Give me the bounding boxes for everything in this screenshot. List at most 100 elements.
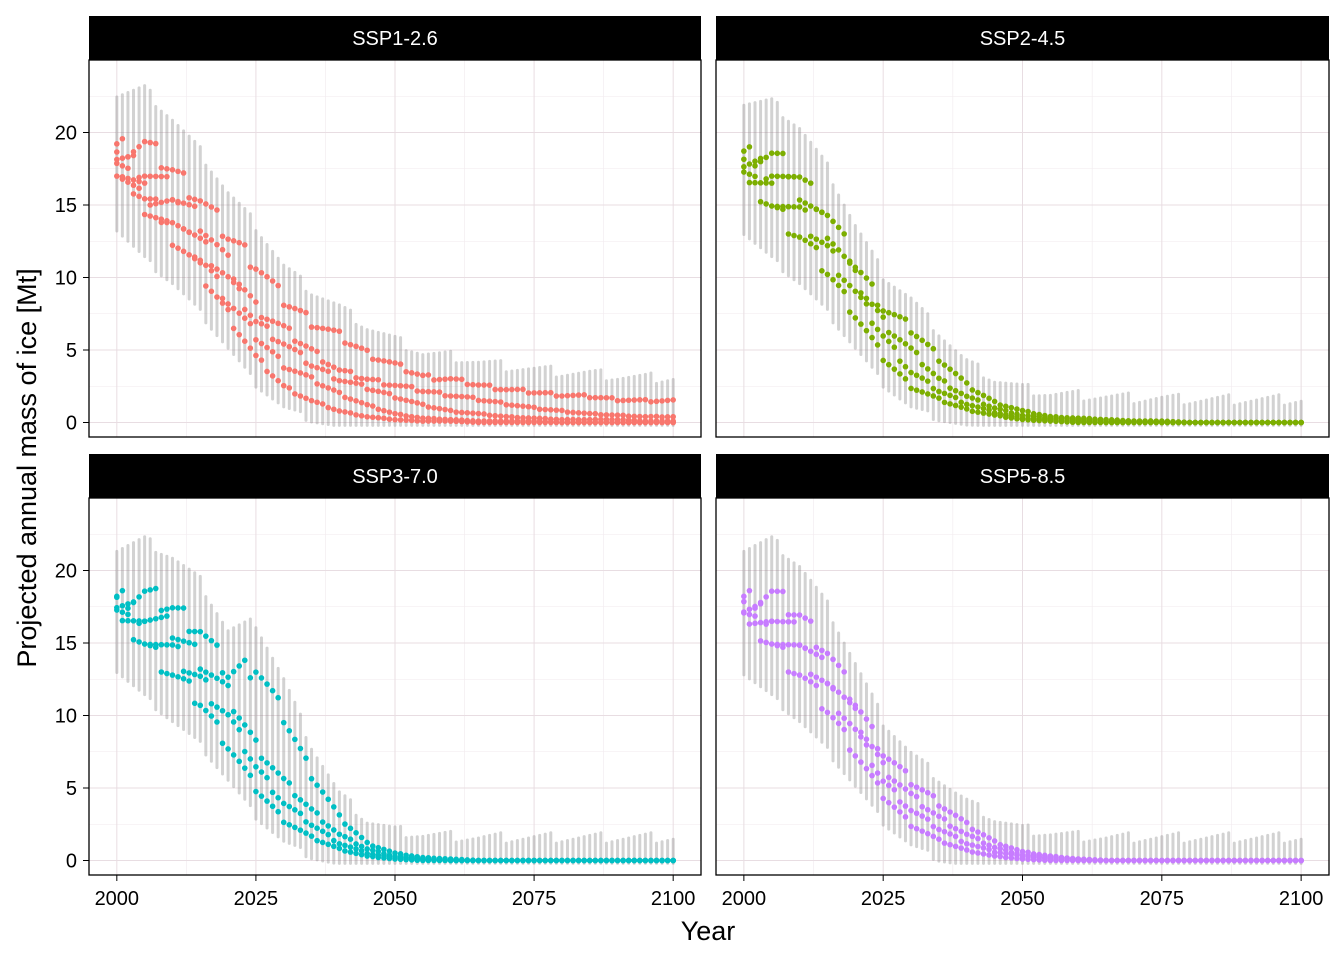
data-point	[186, 194, 192, 201]
data-point	[835, 662, 842, 669]
data-point	[431, 389, 437, 395]
data-point	[897, 371, 903, 377]
data-point	[986, 842, 992, 849]
data-point	[542, 389, 549, 396]
data-point	[1147, 857, 1154, 864]
data-point	[1036, 417, 1043, 424]
data-point	[186, 670, 192, 676]
data-point	[763, 594, 769, 600]
data-point	[164, 642, 170, 648]
data-point	[785, 641, 792, 648]
data-point	[447, 375, 454, 382]
data-point	[197, 235, 204, 242]
data-point	[191, 255, 198, 262]
data-point	[791, 232, 797, 239]
data-point	[264, 798, 270, 804]
data-point	[763, 201, 769, 207]
data-point	[258, 340, 265, 347]
data-point	[642, 419, 649, 426]
data-point	[269, 373, 276, 379]
data-point	[941, 806, 948, 812]
data-point	[397, 382, 404, 389]
data-point	[830, 714, 836, 721]
data-point	[219, 678, 226, 685]
data-point	[186, 639, 192, 646]
data-point	[936, 388, 942, 395]
data-point	[924, 341, 931, 348]
data-point	[536, 406, 543, 413]
data-point	[314, 348, 320, 355]
data-point	[780, 150, 786, 157]
data-point	[191, 671, 198, 678]
data-point	[802, 615, 808, 621]
panel-border	[88, 59, 702, 438]
data-point	[130, 177, 137, 183]
data-point	[1097, 419, 1104, 426]
data-point	[980, 840, 987, 846]
data-point	[369, 414, 376, 421]
data-point	[802, 645, 808, 651]
data-point	[1142, 419, 1148, 426]
data-point	[436, 857, 443, 864]
data-point	[997, 845, 1004, 852]
data-point	[780, 588, 786, 595]
data-point	[197, 702, 204, 709]
data-point	[336, 812, 343, 818]
data-point	[785, 618, 792, 625]
data-point	[941, 378, 948, 384]
data-point	[1264, 857, 1271, 864]
data-point	[236, 663, 243, 669]
data-point	[1231, 857, 1238, 864]
data-point	[152, 644, 159, 651]
data-point	[191, 628, 198, 635]
data-point	[963, 406, 970, 412]
data-point	[919, 375, 925, 381]
data-point	[1292, 419, 1299, 426]
data-point	[830, 218, 836, 225]
data-point	[258, 269, 265, 276]
data-point	[536, 419, 543, 426]
data-point	[835, 710, 842, 717]
data-point	[980, 410, 987, 416]
data-point	[286, 343, 293, 350]
data-point	[1114, 419, 1121, 426]
data-point	[442, 857, 448, 864]
data-point	[785, 669, 792, 675]
data-point	[1175, 857, 1182, 864]
data-point	[1147, 419, 1154, 426]
data-point	[375, 357, 382, 363]
data-point	[659, 857, 665, 864]
data-point	[824, 709, 831, 716]
data-point	[253, 763, 259, 770]
data-point	[236, 239, 243, 246]
data-point	[353, 375, 359, 381]
data-point	[891, 311, 898, 318]
data-point	[858, 759, 864, 765]
data-point	[481, 411, 487, 417]
data-point	[625, 397, 632, 404]
data-point	[908, 790, 914, 797]
data-point	[858, 709, 864, 715]
data-point	[874, 302, 881, 309]
data-point	[841, 277, 847, 284]
data-point	[186, 628, 192, 635]
data-point	[919, 803, 925, 810]
data-point	[952, 812, 959, 819]
data-point	[253, 266, 259, 272]
data-point	[225, 236, 231, 242]
data-point	[269, 789, 276, 796]
data-point	[813, 236, 820, 242]
data-point	[969, 833, 976, 840]
facet-strip	[716, 454, 1329, 498]
data-point	[342, 394, 348, 401]
data-point	[241, 242, 248, 248]
data-point	[136, 178, 142, 185]
data-point	[1103, 857, 1109, 864]
data-point	[1025, 416, 1031, 423]
data-point	[208, 267, 215, 274]
data-point	[631, 413, 638, 420]
data-point	[152, 615, 159, 622]
data-point	[280, 382, 287, 389]
data-point	[475, 382, 482, 388]
data-point	[891, 804, 898, 810]
